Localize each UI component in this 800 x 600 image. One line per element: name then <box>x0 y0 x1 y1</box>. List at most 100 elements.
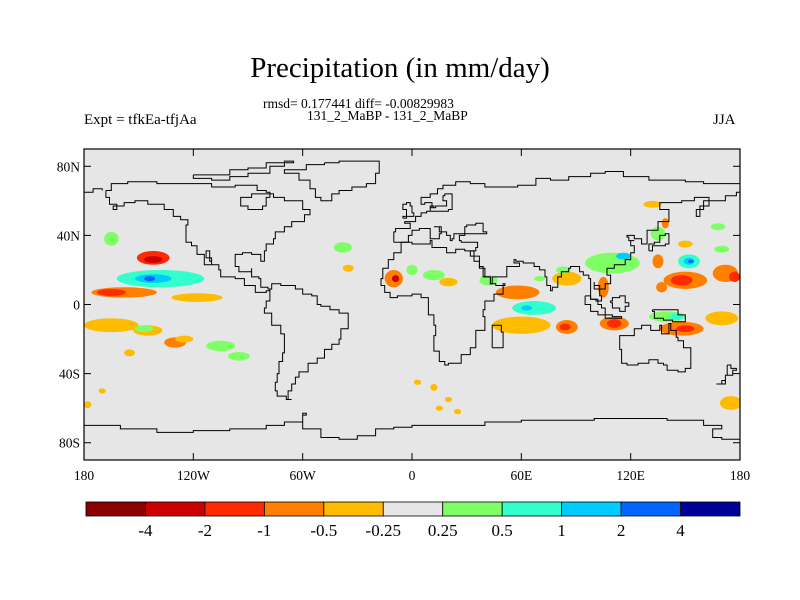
anomaly-region <box>534 275 546 282</box>
anomaly-region <box>104 231 119 246</box>
colorbar-swatch <box>382 501 444 517</box>
coastline <box>402 202 415 219</box>
anomaly-region <box>98 388 106 394</box>
anomaly-region <box>688 259 694 264</box>
anomaly-region <box>512 301 556 315</box>
colorbar-swatch <box>442 501 503 517</box>
anomaly-region <box>606 319 622 328</box>
anomaly-region <box>413 379 422 385</box>
x-tick-label: 60W <box>290 468 317 483</box>
anomaly-region <box>661 218 669 229</box>
colorbar-swatch <box>620 501 681 517</box>
colorbar-swatch <box>145 501 206 517</box>
anomaly-region <box>521 305 533 311</box>
axes-layer: 180 120W 60W 0 60E 120E 180 80N 40N 0 40S 80S <box>57 149 751 483</box>
anomaly-region <box>135 325 154 333</box>
coastline <box>716 364 737 385</box>
anomaly-region <box>643 200 662 208</box>
colorbar-swatch <box>680 501 741 517</box>
x-tick-label: 0 <box>409 468 416 483</box>
colorbar-swatch <box>323 501 384 517</box>
anomaly-region <box>710 223 726 231</box>
anomaly-region <box>96 288 126 296</box>
anomaly-region <box>333 242 352 253</box>
anomaly-region <box>391 275 400 283</box>
colorbar-label: 0.5 <box>492 521 513 540</box>
colorbar-label: 4 <box>676 521 685 540</box>
coastline <box>84 412 740 440</box>
colorbar-swatch <box>561 501 622 517</box>
anomaly-region <box>430 383 438 391</box>
anomaly-region <box>652 254 664 269</box>
coastline <box>619 323 692 373</box>
colorbar-label: -0.5 <box>310 521 337 540</box>
anomaly-region <box>597 276 609 298</box>
x-tick-label: 180 <box>730 468 751 483</box>
anomaly-region <box>559 323 571 331</box>
season-label: JJA <box>713 112 736 128</box>
coastline <box>192 160 295 181</box>
y-tick-label: 0 <box>73 298 80 313</box>
anomaly-region <box>492 316 551 334</box>
x-tick-label: 60E <box>510 468 532 483</box>
colorbar-label: 0.25 <box>428 521 458 540</box>
case-line: 131_2_MaBP - 131_2_MaBP <box>307 108 468 123</box>
coastline <box>584 295 606 316</box>
colorbar-swatch <box>501 501 563 517</box>
y-tick-label: 40N <box>57 228 81 243</box>
anomaly-region <box>206 340 236 352</box>
y-tick-label: 80N <box>57 159 81 174</box>
coastline <box>105 181 311 293</box>
anomaly-region <box>453 409 462 415</box>
anomaly-region <box>585 252 640 274</box>
colorbar-label: -1 <box>257 521 271 540</box>
colorbar-swatch <box>263 501 325 517</box>
x-tick-label: 120E <box>616 468 645 483</box>
anomaly-region <box>171 293 223 302</box>
colorbar-swatch <box>85 501 146 517</box>
coastline <box>393 171 740 302</box>
anomaly-region <box>342 264 354 272</box>
anomaly-region <box>552 271 582 286</box>
coastline-layer <box>84 160 740 440</box>
anomaly-region <box>175 335 194 343</box>
anomaly-region <box>656 282 668 293</box>
coastline <box>652 309 686 323</box>
anomaly-region <box>227 352 250 361</box>
anomaly-region <box>705 311 739 326</box>
colorbar-label: 1 <box>557 521 566 540</box>
coastline <box>263 283 349 400</box>
anomaly-region <box>670 275 693 286</box>
anomaly-region <box>84 318 139 333</box>
colorbar-label: -0.25 <box>366 521 401 540</box>
anomaly-region <box>495 285 540 300</box>
colorbar: -4 -2 -1 -0.5 -0.25 0.25 0.5 1 2 4 <box>85 501 741 540</box>
coastline <box>283 160 380 202</box>
anomaly-region <box>124 349 136 357</box>
x-tick-label: 180 <box>74 468 95 483</box>
anomaly-region <box>144 275 156 282</box>
colorbar-swatch <box>204 501 265 517</box>
anomaly-region <box>678 240 693 248</box>
map-background <box>84 149 740 460</box>
anomaly-region <box>729 271 740 283</box>
anomaly-region <box>479 275 498 286</box>
x-tick-label: 120W <box>177 468 210 483</box>
colorbar-label: 2 <box>617 521 626 540</box>
anomaly-region <box>616 252 631 260</box>
anomaly-region <box>144 256 163 264</box>
coastline <box>604 314 623 319</box>
coastline <box>380 240 506 366</box>
experiment-label: Expt = tfkEa-tfjAa <box>84 112 197 128</box>
coastline <box>84 188 103 193</box>
stats-line: rmsd= 0.177441 diff= -0.00829983 <box>263 96 454 111</box>
map-title: Precipitation (in mm/day) <box>250 52 550 84</box>
anomaly-layer <box>84 200 740 415</box>
coastline <box>491 324 504 349</box>
anomaly-region <box>406 264 418 276</box>
y-tick-label: 80S <box>59 436 80 451</box>
anomaly-region <box>676 325 695 333</box>
anomaly-region <box>84 401 92 409</box>
anomaly-region <box>422 269 445 281</box>
